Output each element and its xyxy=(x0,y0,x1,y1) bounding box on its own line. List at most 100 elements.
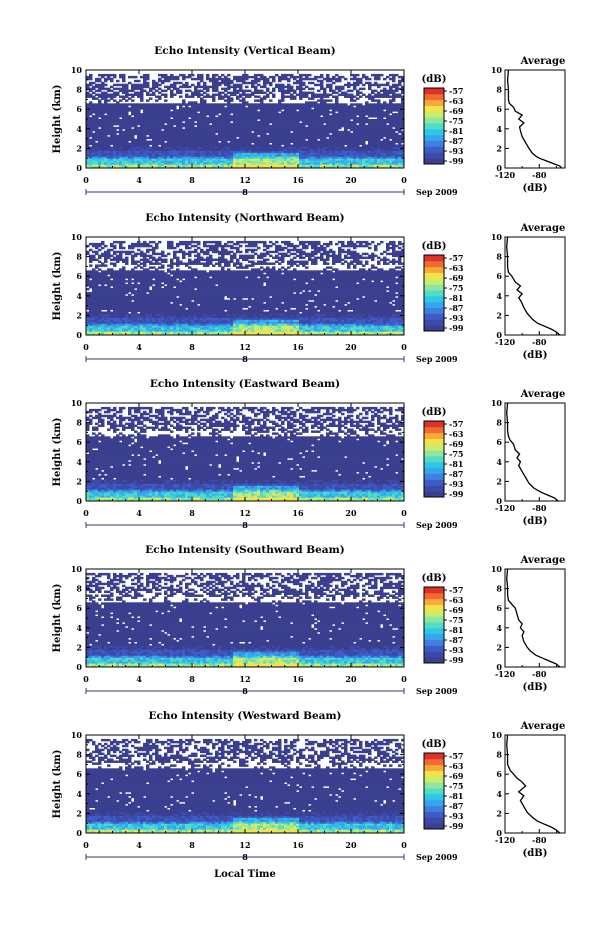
heatmap-cell xyxy=(122,84,126,86)
heatmap-cell xyxy=(287,84,291,86)
heatmap-cell xyxy=(110,288,114,290)
heatmap-cell xyxy=(359,95,363,97)
heatmap-cell xyxy=(101,92,105,94)
heatmap-cell xyxy=(272,76,276,78)
heatmap-cell xyxy=(344,84,348,86)
heatmap-cell xyxy=(305,101,309,103)
heatmap-cell xyxy=(113,257,117,259)
average-y-tick-label: 10 xyxy=(491,65,503,75)
heatmap-cell xyxy=(284,86,288,88)
heatmap-cell xyxy=(323,99,327,101)
heatmap-cell xyxy=(281,146,285,148)
heatmap-cell xyxy=(299,74,303,76)
heatmap-cell xyxy=(176,88,180,90)
heatmap-cell xyxy=(194,86,198,88)
heatmap-cell xyxy=(209,95,213,97)
heatmap-cell xyxy=(116,135,120,137)
heatmap-cell xyxy=(122,95,126,97)
heatmap-cell xyxy=(98,78,102,80)
heatmap-cell xyxy=(170,111,174,113)
heatmap-cell xyxy=(293,90,297,92)
heatmap-cell xyxy=(308,101,312,103)
heatmap-cell xyxy=(86,92,90,94)
heatmap-cell xyxy=(365,101,369,103)
heatmap-cell xyxy=(116,131,120,133)
heatmap-cell xyxy=(146,92,150,94)
heatmap-cell xyxy=(353,95,357,97)
heatmap-cell xyxy=(374,74,378,76)
heatmap-cell xyxy=(344,146,348,148)
heatmap-cell xyxy=(290,144,294,146)
heatmap-cells xyxy=(86,74,405,169)
heatmap-cell xyxy=(380,74,384,76)
heatmap-cell xyxy=(152,80,156,82)
heatmap-cell xyxy=(89,243,93,245)
heatmap-cell xyxy=(287,78,291,80)
heatmap-cell xyxy=(332,90,336,92)
heatmap-cell xyxy=(275,103,279,105)
average-panel: Average0246810-120 -80(dB) xyxy=(491,56,565,194)
heatmap-cell xyxy=(296,111,300,113)
heatmap-cell xyxy=(137,84,141,86)
average-y-tick-label: 8 xyxy=(496,85,502,95)
heatmap-cell xyxy=(356,103,360,105)
heatmap-cell xyxy=(296,76,300,78)
heatmap-cell xyxy=(344,92,348,94)
heatmap-cell xyxy=(209,86,213,88)
heatmap-cell xyxy=(89,280,93,282)
heatmap-cell xyxy=(134,139,138,141)
colorbar-swatch xyxy=(424,106,444,112)
average-x-tick-label: -80 xyxy=(532,170,547,180)
heatmap-cell xyxy=(206,117,210,119)
heatmap-cell xyxy=(182,99,186,101)
heatmap-cell xyxy=(95,78,99,80)
heatmap-cell xyxy=(266,88,270,90)
heatmap-cell xyxy=(113,92,117,94)
heatmap-cell xyxy=(254,95,258,97)
heatmap-cell xyxy=(128,94,132,96)
heatmap-cell xyxy=(224,76,228,78)
heatmap-cell xyxy=(368,119,372,121)
heatmap-cell xyxy=(101,311,105,313)
heatmap-cell xyxy=(188,90,192,92)
heatmap-cell xyxy=(194,101,198,103)
colorbar-swatch xyxy=(424,117,444,123)
heatmap-cell xyxy=(287,95,291,97)
heatmap-cell xyxy=(281,74,285,76)
heatmap-cell xyxy=(233,76,237,78)
heatmap-cell xyxy=(257,90,261,92)
heatmap-cell xyxy=(269,103,273,105)
heatmap-cell xyxy=(116,251,120,253)
average-y-tick-label: 2 xyxy=(496,143,502,153)
heatmap-cell xyxy=(227,143,231,145)
heatmap-cell xyxy=(380,103,384,105)
heatmap-cell xyxy=(146,103,150,105)
heatmap-cell xyxy=(161,94,165,96)
colorbar-swatch xyxy=(424,129,444,135)
heatmap-cell xyxy=(92,82,96,84)
heatmap-cell xyxy=(146,99,150,101)
heatmap-cell xyxy=(371,84,375,86)
heatmap-cell xyxy=(296,80,300,82)
heatmap-cell xyxy=(134,266,138,268)
heatmap-cell xyxy=(356,78,360,80)
heatmap-cell xyxy=(245,82,249,84)
heatmap-cell xyxy=(251,80,255,82)
heatmap-cell xyxy=(164,143,168,145)
heatmap-cell xyxy=(131,280,135,282)
heatmap-cell xyxy=(185,82,189,84)
heatmap-cell xyxy=(302,103,306,105)
colorbar-swatch xyxy=(424,152,444,158)
heatmap-cell xyxy=(98,129,102,131)
heatmap-cell xyxy=(395,144,399,146)
heatmap-cell xyxy=(218,82,222,84)
heatmap-cell xyxy=(278,113,282,115)
heatmap-cell xyxy=(251,103,255,105)
heatmap-cell xyxy=(89,139,93,141)
heatmap-cell xyxy=(161,131,165,133)
heatmap-cell xyxy=(107,103,111,105)
heatmap-cell xyxy=(179,90,183,92)
heatmap-cell xyxy=(260,97,264,99)
heatmap-cell xyxy=(95,251,99,253)
heatmap-cell xyxy=(110,268,114,270)
